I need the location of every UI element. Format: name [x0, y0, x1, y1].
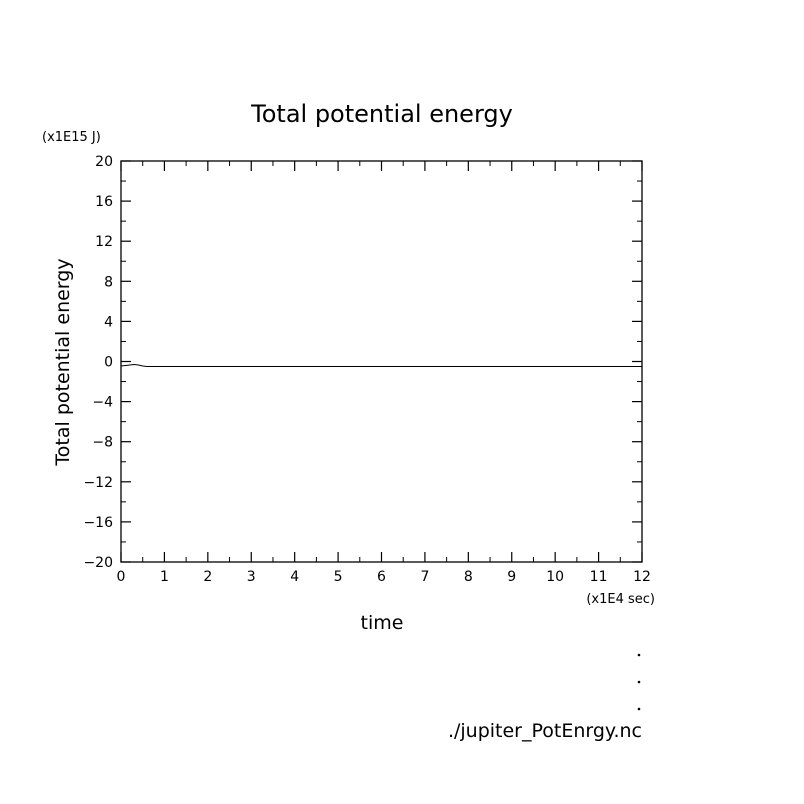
- y-tick-label: 0: [104, 355, 113, 371]
- x-tick-label: 6: [377, 569, 386, 585]
- y-tick-label: 8: [104, 274, 113, 290]
- y-axis-label: Total potential energy: [52, 258, 74, 466]
- x-tick-label: 0: [117, 569, 126, 585]
- x-tick-label: 5: [334, 569, 343, 585]
- y-tick-label: 12: [95, 234, 113, 250]
- plot-frame: [120, 160, 643, 563]
- series-lines: [120, 364, 642, 368]
- y-tick-label: −20: [83, 555, 113, 571]
- x-tick-label: 12: [633, 569, 651, 585]
- x-tick-label: 4: [290, 569, 299, 585]
- x-unit-label: (x1E4 sec): [586, 592, 655, 607]
- x-tick-label: 7: [420, 569, 429, 585]
- x-tick-label: 10: [546, 569, 564, 585]
- x-tick-label: 2: [203, 569, 212, 585]
- y-unit-label: (x1E15 J): [42, 130, 101, 145]
- x-tick-label: 9: [507, 569, 516, 585]
- marker-dot: [637, 680, 641, 684]
- y-tick-label: 16: [95, 194, 113, 210]
- axis-ticks: [120, 160, 643, 563]
- file-label: ./jupiter_PotEnrgy.nc: [448, 720, 642, 742]
- x-tick-label: 11: [590, 569, 608, 585]
- marker-dot: [637, 707, 641, 711]
- series-line: [120, 364, 642, 368]
- y-tick-label: 20: [95, 154, 113, 170]
- x-tick-label: 1: [160, 569, 169, 585]
- y-tick-label: −8: [92, 435, 113, 451]
- y-tick-label: −4: [92, 395, 113, 411]
- x-tick-label: 8: [464, 569, 473, 585]
- y-tick-label: −16: [83, 515, 113, 531]
- chart-title: Total potential energy: [250, 100, 513, 128]
- y-tick-label: −12: [83, 475, 113, 491]
- y-tick-label: 4: [104, 314, 113, 330]
- x-axis-label: time: [361, 612, 404, 634]
- x-tick-label: 3: [247, 569, 256, 585]
- marker-dot: [637, 653, 641, 657]
